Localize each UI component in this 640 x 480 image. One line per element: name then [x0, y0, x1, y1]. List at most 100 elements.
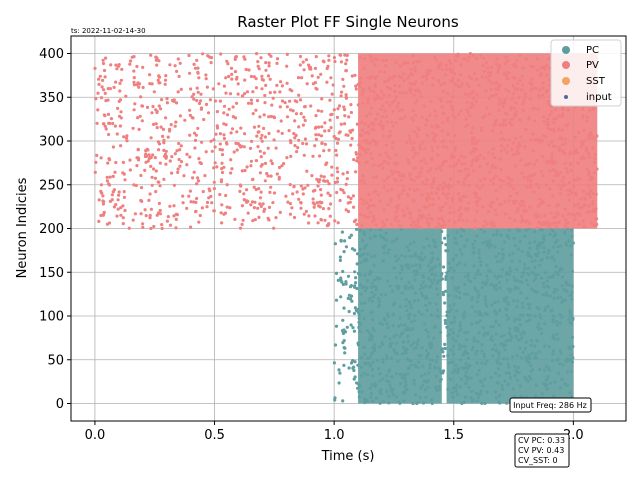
spike-point	[155, 63, 159, 67]
spike-point	[157, 142, 162, 146]
spike-point	[111, 174, 115, 178]
spike-point	[179, 144, 183, 148]
spike-point	[254, 187, 258, 192]
spike-point	[348, 235, 352, 240]
spike-point	[176, 57, 180, 61]
spike-point	[330, 173, 334, 177]
spike-point	[275, 172, 279, 176]
spike-point	[158, 208, 162, 213]
spike-point	[259, 190, 263, 194]
spike-point	[147, 153, 151, 157]
spike-point	[316, 184, 320, 188]
spike-point	[337, 104, 342, 108]
spike-point	[241, 218, 245, 222]
spike-point	[304, 58, 308, 62]
spike-point	[289, 108, 293, 112]
spike-point	[311, 154, 315, 158]
spike-point	[322, 149, 326, 153]
spike-point	[267, 131, 271, 136]
spike-point	[197, 76, 201, 80]
spike-point	[215, 124, 219, 128]
spike-point	[304, 142, 309, 146]
spike-point	[301, 192, 305, 196]
spike-point	[153, 176, 157, 180]
spike-point	[236, 82, 240, 86]
spike-point	[139, 186, 144, 190]
spike-point	[235, 148, 239, 152]
spike-point	[245, 90, 250, 94]
spike-point	[138, 114, 142, 118]
spike-point	[310, 74, 314, 78]
spike-point	[132, 108, 136, 112]
spike-point	[242, 55, 246, 59]
spike-point	[344, 280, 348, 284]
spike-point	[119, 206, 123, 210]
spike-point	[265, 171, 269, 176]
spike-point	[302, 115, 306, 119]
spike-point	[153, 156, 157, 160]
spike-point	[165, 101, 169, 105]
spike-point	[297, 138, 301, 142]
spike-point	[246, 211, 250, 215]
spike-point	[292, 131, 296, 136]
y-tick-label: 300	[39, 135, 64, 150]
spike-point	[280, 164, 284, 168]
legend-label-input: input	[586, 92, 612, 103]
spike-point	[161, 127, 165, 131]
x-tick-label: 1.0	[324, 428, 345, 443]
spike-point	[285, 52, 289, 57]
spike-point	[218, 192, 222, 197]
spike-point	[166, 135, 170, 139]
spike-point	[222, 104, 227, 108]
spike-point	[352, 365, 356, 369]
spike-point	[128, 62, 132, 66]
spike-point	[309, 104, 313, 108]
spike-point	[254, 77, 258, 81]
spike-point	[134, 183, 138, 188]
spike-point	[173, 124, 177, 128]
spike-point	[254, 86, 259, 90]
spike-point	[107, 183, 112, 187]
spike-point	[347, 115, 351, 119]
spike-point	[303, 137, 307, 141]
spike-point	[271, 201, 275, 205]
spike-point	[143, 154, 147, 159]
spike-point	[312, 205, 316, 209]
spike-point	[268, 77, 272, 81]
spike-point	[327, 182, 331, 186]
spike-point	[327, 222, 331, 226]
spike-point	[113, 170, 117, 174]
spike-point	[298, 98, 303, 102]
spike-point	[343, 53, 347, 57]
spike-point	[111, 121, 115, 126]
spike-point	[162, 148, 166, 152]
spike-point	[139, 212, 143, 216]
spike-point	[176, 170, 180, 174]
spike-point	[343, 346, 347, 350]
spike-point	[256, 145, 260, 149]
spike-point	[249, 159, 253, 163]
spike-point	[323, 218, 327, 222]
spike-point	[335, 115, 339, 119]
input-freq-text: Input Freq: 286 Hz	[513, 401, 587, 410]
spike-point	[274, 146, 278, 150]
spike-point	[313, 126, 318, 130]
spike-point	[136, 147, 140, 151]
spike-point	[344, 95, 348, 99]
spike-point	[322, 60, 326, 64]
spike-point	[185, 152, 189, 156]
spike-point	[336, 278, 340, 282]
spike-point	[208, 98, 212, 102]
spike-point	[230, 127, 235, 131]
cv-pc-text: CV PC: 0.33	[518, 436, 565, 445]
spike-point	[105, 179, 109, 183]
spike-point	[157, 148, 161, 152]
legend-marker-input	[564, 95, 568, 99]
spike-point	[350, 247, 355, 251]
spike-point	[333, 398, 337, 402]
spike-point	[183, 118, 187, 122]
spike-point	[174, 120, 178, 124]
spike-point	[199, 92, 203, 96]
spike-point	[272, 226, 276, 230]
spike-point	[320, 125, 324, 129]
